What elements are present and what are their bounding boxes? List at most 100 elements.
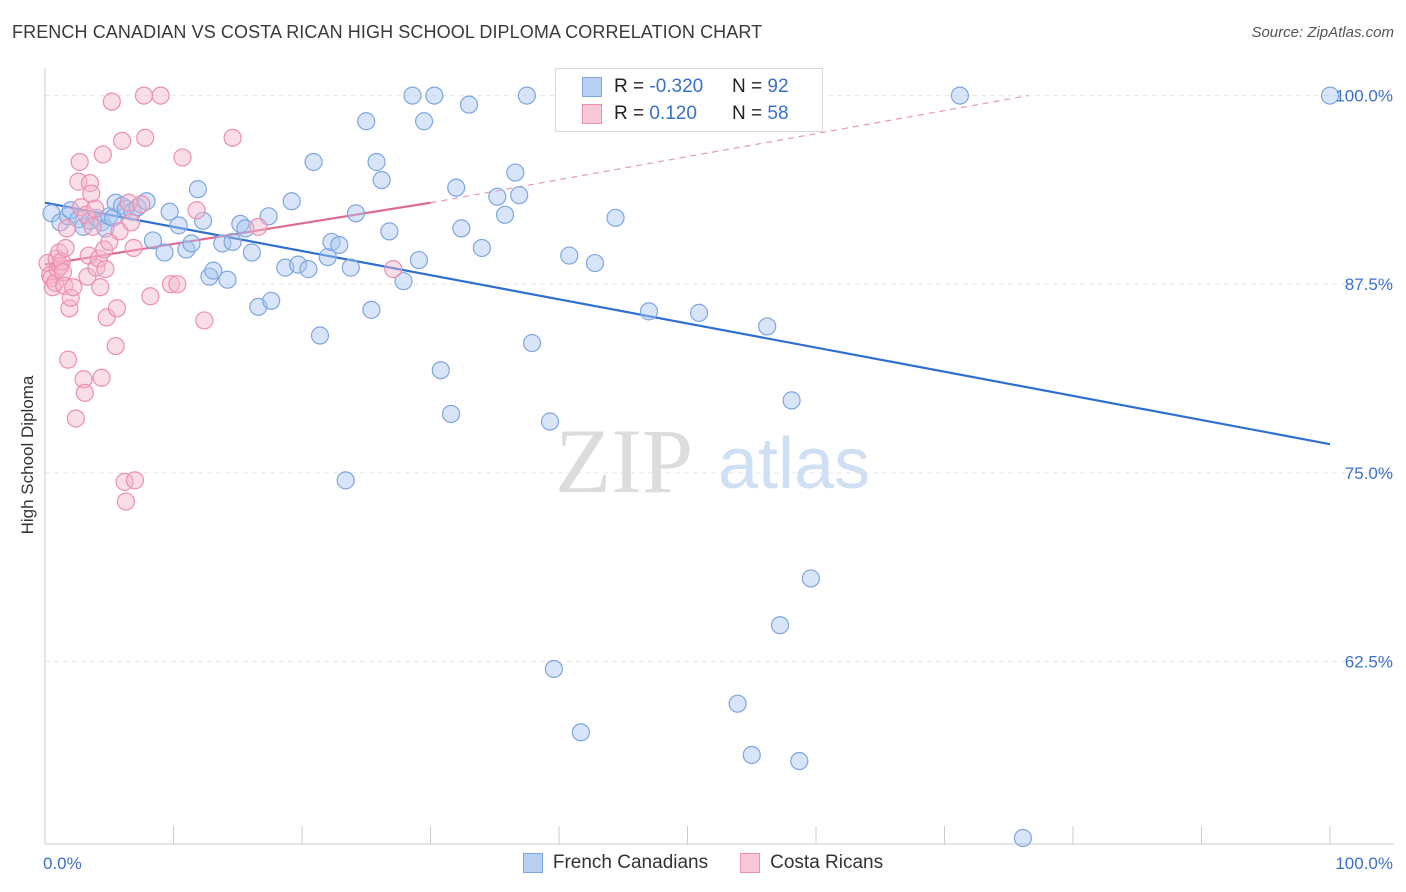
data-point bbox=[169, 216, 188, 235]
correlation-legend: R = -0.320 N = 92 R = 0.120 N = 58 bbox=[555, 68, 823, 132]
data-point bbox=[86, 199, 105, 218]
data-point bbox=[70, 152, 89, 172]
data-point bbox=[59, 350, 78, 369]
data-point bbox=[372, 170, 391, 190]
source-label: Source: ZipAtlas.com bbox=[1251, 24, 1394, 41]
data-point bbox=[134, 86, 154, 105]
legend-item-costa-ricans: Costa Ricans bbox=[740, 852, 883, 874]
data-point bbox=[330, 235, 349, 255]
data-point bbox=[318, 247, 337, 267]
data-point bbox=[125, 471, 145, 490]
data-point bbox=[758, 317, 777, 336]
data-point bbox=[341, 258, 360, 277]
data-point bbox=[97, 308, 116, 327]
data-point bbox=[188, 180, 208, 199]
data-point bbox=[204, 261, 223, 280]
trend-line bbox=[44, 201, 1331, 446]
data-point bbox=[517, 86, 536, 105]
legend-swatch-pink bbox=[740, 853, 761, 873]
legend-r-label: R = bbox=[614, 103, 650, 124]
data-point bbox=[488, 187, 507, 206]
data-point bbox=[57, 219, 76, 238]
data-point bbox=[218, 270, 237, 289]
data-point bbox=[168, 275, 187, 294]
data-point bbox=[801, 569, 820, 588]
data-point bbox=[310, 326, 330, 345]
legend-label-french-canadians: French Canadians bbox=[552, 852, 709, 873]
data-point bbox=[544, 659, 563, 679]
data-point bbox=[782, 391, 801, 410]
data-point bbox=[56, 238, 75, 258]
data-point bbox=[249, 217, 268, 236]
data-point bbox=[223, 232, 242, 252]
data-point bbox=[161, 275, 181, 294]
data-point bbox=[585, 253, 605, 273]
data-point bbox=[728, 694, 747, 713]
data-point bbox=[304, 152, 323, 172]
data-point bbox=[107, 299, 127, 318]
data-point bbox=[1320, 86, 1340, 105]
data-point bbox=[112, 131, 132, 150]
data-point bbox=[75, 383, 94, 402]
data-point bbox=[522, 333, 542, 353]
data-point bbox=[82, 184, 101, 203]
data-point bbox=[91, 278, 110, 297]
data-point bbox=[380, 222, 399, 241]
data-point bbox=[53, 263, 73, 282]
data-point bbox=[495, 205, 515, 224]
data-point bbox=[143, 231, 163, 250]
data-point bbox=[425, 86, 444, 105]
data-point bbox=[160, 202, 179, 221]
data-point bbox=[136, 128, 155, 147]
legend-n-label: N = bbox=[732, 103, 768, 124]
data-point bbox=[282, 192, 301, 211]
data-point bbox=[790, 751, 809, 771]
data-point bbox=[66, 409, 85, 428]
data-point bbox=[193, 211, 213, 230]
data-point bbox=[182, 234, 201, 253]
data-point bbox=[367, 152, 386, 172]
data-point bbox=[74, 370, 93, 389]
data-point bbox=[447, 178, 466, 197]
data-point bbox=[409, 250, 429, 270]
data-point bbox=[452, 219, 471, 238]
legend-n-value: 58 bbox=[767, 103, 789, 124]
chart-title: FRENCH CANADIAN VS COSTA RICAN HIGH SCHO… bbox=[12, 22, 763, 42]
trend-line bbox=[44, 201, 431, 266]
data-point bbox=[187, 201, 206, 220]
data-point bbox=[362, 300, 381, 319]
data-point bbox=[61, 288, 80, 307]
data-point bbox=[606, 208, 625, 227]
data-point bbox=[506, 163, 525, 182]
trend-line-extension bbox=[430, 95, 1029, 204]
series-french-canadians bbox=[42, 86, 1340, 848]
legend-item-french-canadians: French Canadians bbox=[522, 852, 709, 874]
tick-labels: 100.0% 87.5% 75.0% 62.5% 0.0% 100.0% bbox=[43, 87, 1393, 873]
data-point bbox=[137, 192, 156, 211]
data-point bbox=[950, 86, 970, 105]
data-point bbox=[116, 492, 136, 511]
data-point bbox=[540, 412, 560, 431]
watermark-atlas: atlas bbox=[718, 424, 870, 504]
data-point bbox=[414, 112, 434, 131]
y-tick-label: 100.0% bbox=[1335, 87, 1393, 106]
data-point bbox=[357, 112, 376, 131]
data-point bbox=[89, 249, 109, 268]
legend-n-label: N = bbox=[732, 76, 768, 97]
data-point bbox=[223, 128, 242, 147]
data-point bbox=[83, 217, 102, 236]
series-legend: French Canadians Costa Ricans bbox=[0, 852, 1406, 874]
y-tick-label: 75.0% bbox=[1345, 464, 1393, 483]
data-point bbox=[689, 303, 709, 322]
data-point bbox=[151, 86, 170, 105]
grid-lines bbox=[45, 95, 1394, 662]
data-point bbox=[459, 95, 479, 114]
data-point bbox=[472, 238, 491, 258]
data-point bbox=[173, 148, 192, 167]
data-point bbox=[560, 246, 579, 265]
legend-swatch-pink bbox=[582, 104, 602, 124]
data-points bbox=[38, 86, 1340, 848]
legend-n-value: 92 bbox=[767, 76, 789, 97]
legend-r-label: R = bbox=[614, 76, 650, 97]
data-point bbox=[289, 255, 308, 274]
